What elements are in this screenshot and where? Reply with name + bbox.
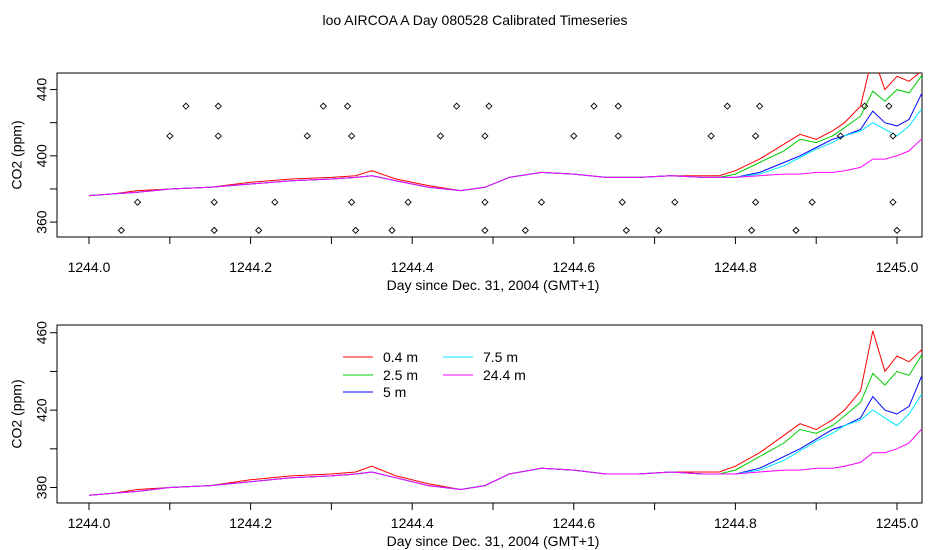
diamond-marker — [303, 132, 311, 140]
diamond-marker — [614, 102, 622, 110]
diamond-marker — [182, 102, 190, 110]
diamond-marker — [707, 132, 715, 140]
legend: 0.4 m 2.5 m5 m 7.5 m 24.4 m — [343, 349, 526, 400]
diamond-marker — [343, 102, 352, 110]
diamond-marker — [808, 198, 816, 206]
series-line-cyan — [88, 394, 922, 496]
diamond-marker — [590, 102, 598, 110]
diamond-marker — [214, 102, 222, 110]
diamond-marker — [751, 198, 760, 206]
diamond-marker — [723, 102, 731, 110]
diamond-marker — [570, 132, 578, 140]
diamond-marker — [347, 132, 356, 140]
plot-frame — [56, 72, 923, 238]
x-tick-label: 1245.0 — [876, 259, 919, 275]
diamond-marker — [893, 226, 901, 235]
diamond-marker — [614, 132, 622, 140]
diamond-marker — [756, 102, 764, 110]
diamond-marker — [618, 198, 626, 206]
legend-label: 0.4 m — [383, 349, 418, 365]
x-tick-label: 1244.0 — [68, 259, 111, 275]
diamond-marker — [319, 102, 327, 110]
x-tick-label: 1244.6 — [552, 515, 595, 531]
x-axis-title: Day since Dec. 31, 2004 (GMT+1) — [387, 533, 600, 549]
x-tick-label: 1244.4 — [391, 515, 434, 531]
diamond-marker — [485, 102, 493, 110]
diamond-marker — [861, 102, 869, 110]
x-axis-title: Day since Dec. 31, 2004 (GMT+1) — [387, 277, 600, 293]
plot-frame — [56, 324, 923, 504]
diamond-marker — [352, 226, 360, 235]
diamond-marker — [792, 226, 800, 235]
series-line-green — [88, 75, 922, 197]
diamond-marker — [117, 226, 125, 235]
series-line-red — [88, 73, 922, 197]
diamond-marker — [836, 132, 845, 140]
diamond-marker — [521, 226, 529, 235]
diamond-marker — [436, 132, 445, 140]
diamond-marker — [889, 132, 897, 140]
legend-label: 24.4 m — [483, 367, 526, 383]
diamond-marker — [388, 226, 396, 235]
legend-label: 7.5 m — [483, 349, 518, 365]
y-tick-label: 420 — [34, 398, 50, 422]
y-tick-label: 460 — [34, 321, 50, 345]
x-tick-label: 1244.4 — [391, 259, 434, 275]
x-tick-label: 1244.0 — [68, 515, 111, 531]
marker-group — [117, 102, 901, 235]
series-group — [88, 330, 922, 496]
y-tick-label: 380 — [34, 476, 50, 500]
diamond-marker — [271, 198, 279, 206]
diamond-marker — [133, 198, 142, 206]
series-group — [88, 73, 922, 197]
y-axis-title: CO2 (ppm) — [9, 120, 25, 189]
series-line-magenta — [88, 428, 922, 496]
x-tick-label: 1244.2 — [229, 515, 272, 531]
diamond-marker — [453, 102, 461, 110]
diamond-marker — [214, 132, 222, 140]
legend-label: 5 m — [383, 384, 406, 400]
diamond-marker — [747, 226, 756, 235]
y-tick-label: 440 — [34, 78, 50, 102]
diamond-marker — [622, 226, 630, 235]
diamond-marker — [655, 226, 663, 235]
diamond-marker — [255, 226, 263, 235]
x-tick-label: 1244.8 — [714, 259, 757, 275]
diamond-marker — [347, 198, 356, 206]
panel-bottom: 1244.0 1244.2 1244.4 1244.6 1244.8 1245.0 380 4… — [9, 321, 923, 549]
x-tick-label: 1244.6 — [552, 259, 595, 275]
diamond-marker — [210, 198, 218, 206]
x-tick-label: 1244.2 — [229, 259, 272, 275]
chart-title: loo AIRCOA A Day 080528 Calibrated Times… — [322, 12, 627, 28]
series-line-cyan — [88, 108, 922, 197]
diamond-marker — [481, 198, 489, 206]
y-axis-title: CO2 (ppm) — [9, 379, 25, 448]
diamond-marker — [889, 198, 897, 206]
diamond-marker — [537, 198, 546, 206]
diamond-marker — [166, 132, 174, 140]
diamond-marker — [481, 226, 489, 235]
diamond-marker — [481, 132, 489, 140]
diamond-marker — [210, 226, 218, 235]
x-tick-label: 1245.0 — [876, 515, 919, 531]
diamond-marker — [751, 132, 760, 140]
diamond-marker — [404, 198, 412, 206]
legend-label: 2.5 m — [383, 367, 418, 383]
y-tick-label: 360 — [34, 210, 50, 234]
x-tick-label: 1244.8 — [714, 515, 757, 531]
series-line-magenta — [88, 138, 922, 197]
y-tick-label: 400 — [34, 144, 50, 168]
panel-top: 1244.0 1244.2 1244.4 1244.6 1244.8 1245.0 360 4… — [9, 72, 923, 293]
diamond-marker — [885, 102, 893, 110]
diamond-marker — [671, 198, 679, 206]
